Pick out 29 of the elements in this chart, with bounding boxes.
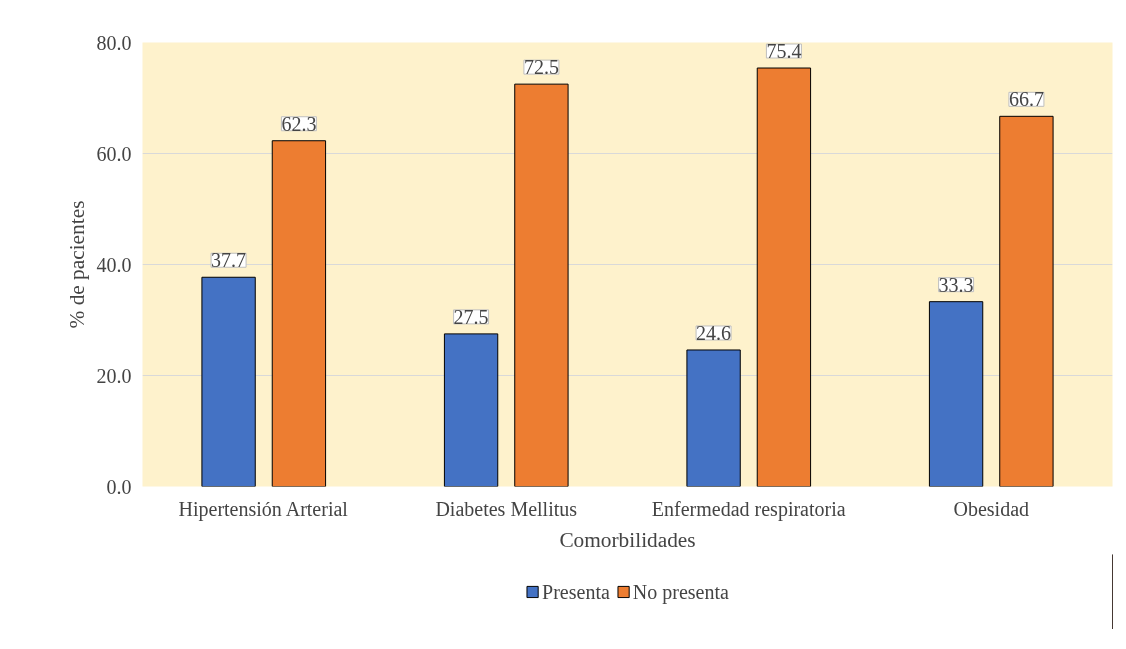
data-label: 33.3	[938, 273, 974, 296]
legend-label: Presenta	[542, 580, 610, 603]
bar	[999, 115, 1054, 487]
bar	[271, 140, 327, 487]
legend-label: No presenta	[632, 580, 729, 603]
y-tick-label: 20.0	[96, 364, 132, 387]
bar	[686, 349, 741, 487]
y-tick-label: 60.0	[96, 142, 132, 165]
bar	[928, 301, 984, 487]
y-axis-title: % de pacientes	[64, 200, 89, 329]
x-axis-title: Comorbilidades	[559, 527, 696, 552]
y-tick-label: 0.0	[106, 475, 132, 498]
bar	[514, 83, 569, 487]
data-label: 37.7	[211, 249, 247, 272]
data-label: 75.4	[766, 40, 802, 63]
data-label: 24.6	[696, 321, 732, 344]
data-label: 62.3	[281, 112, 317, 135]
data-label: 72.5	[523, 56, 559, 79]
y-tick-label: 40.0	[96, 253, 132, 276]
bar	[443, 333, 499, 487]
x-tick-label: Enfermedad respiratoria	[651, 497, 846, 521]
y-tick-label: 80.0	[96, 31, 132, 54]
data-label: 66.7	[1008, 88, 1044, 111]
x-tick-label: Obesidad	[953, 497, 1030, 520]
x-tick-label: Hipertensión Arterial	[178, 497, 349, 521]
data-label: 27.5	[453, 305, 489, 328]
bar	[756, 67, 812, 487]
bar	[201, 276, 256, 487]
x-tick-label: Diabetes Mellitus	[435, 497, 578, 520]
